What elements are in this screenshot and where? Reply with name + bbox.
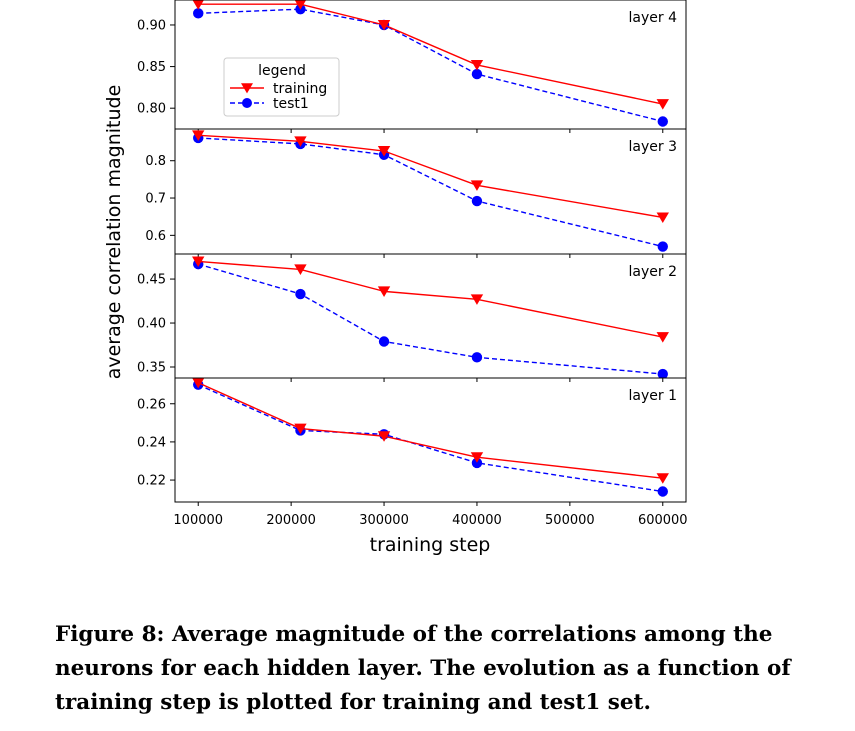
point-training [656, 99, 669, 110]
panel-layer-2: 0.35 0.40 0.45 layer 2 [137, 253, 687, 382]
point-training [470, 59, 484, 71]
point-training [294, 136, 307, 147]
point-test1 [657, 241, 668, 252]
point-training [470, 294, 484, 305]
point-training [192, 256, 205, 268]
point-training [377, 20, 391, 31]
x-axis: 100000 200000 300000 400000 500000 600000 [173, 513, 687, 528]
point-training [294, 423, 307, 435]
point-training [377, 146, 391, 157]
point-training [470, 452, 484, 463]
point-training [377, 286, 391, 297]
point-training [294, 264, 307, 275]
plot-area [192, 0, 669, 127]
point-test1 [193, 8, 204, 19]
point-test1 [471, 68, 483, 80]
plot-area [192, 256, 669, 378]
y-tick-label: 0.35 [137, 361, 166, 376]
legend-marker-training [241, 83, 253, 94]
x-tick-label: 500000 [545, 513, 595, 528]
plot-area [192, 378, 669, 497]
legend-box [223, 57, 340, 117]
point-training [192, 378, 205, 389]
x-axis-title: training step [370, 534, 491, 556]
panel-frame [174, 253, 687, 379]
series-line-training [197, 382, 663, 479]
legend-marker-test1 [242, 98, 252, 108]
x-tick-label: 600000 [638, 513, 688, 528]
point-test1 [295, 288, 306, 300]
y-tick-label: 0.7 [145, 192, 166, 207]
legend-label-training: training [273, 81, 327, 97]
y-tick-label: 0.85 [137, 60, 166, 75]
point-training [656, 212, 669, 224]
y-tick-label: 0.22 [137, 474, 166, 489]
panel-layer-3: 0.6 0.7 0.8 layer 3 [145, 128, 687, 258]
point-training [656, 473, 669, 484]
plot-area [192, 130, 669, 252]
panel-frame [174, 377, 687, 503]
series-line-test1 [198, 137, 663, 248]
point-training [192, 130, 205, 141]
series-line-test1 [198, 263, 663, 375]
panel-label: layer 3 [629, 139, 677, 155]
series-line-training [198, 260, 663, 338]
point-training [656, 332, 669, 343]
point-training [470, 180, 484, 191]
point-test1 [471, 457, 483, 469]
x-tick-label: 400000 [452, 513, 502, 528]
series-line-test1 [197, 384, 663, 493]
x-tick-label: 200000 [266, 513, 316, 528]
legend-title: legend [258, 63, 306, 79]
point-test1 [657, 368, 668, 378]
y-tick-label: 0.24 [137, 435, 166, 450]
point-training [377, 431, 391, 442]
series-line-training [198, 134, 663, 219]
point-test1 [378, 336, 390, 347]
panel-label: layer 1 [629, 388, 677, 404]
panel-frame [174, 128, 687, 255]
point-test1 [657, 486, 668, 497]
panel-layer-4: 0.80 0.85 0.90 layer 4 [137, 0, 687, 133]
y-tick-label: 0.40 [137, 317, 166, 332]
panel-layer-1: 0.22 0.24 0.26 layer 1 [137, 377, 687, 506]
panel-label: layer 2 [629, 264, 677, 280]
point-test1 [657, 116, 668, 127]
point-training [192, 0, 204, 10]
panel-label: layer 4 [629, 10, 678, 26]
y-tick-label: 0.80 [137, 102, 166, 117]
legend-label-test1: test1 [273, 96, 309, 112]
y-tick-label: 0.45 [137, 273, 166, 288]
y-axis-title: average correlation magnitude [103, 85, 125, 380]
y-tick-label: 0.8 [145, 154, 166, 169]
point-training [294, 0, 307, 10]
y-tick-label: 0.6 [145, 229, 166, 244]
y-tick-label: 0.90 [137, 18, 166, 33]
point-test1 [471, 352, 483, 363]
x-tick-label: 100000 [173, 513, 223, 528]
x-tick-label: 300000 [359, 513, 409, 528]
figure-caption: Figure 8: Average magnitude of the corre… [55, 622, 791, 715]
point-test1 [471, 195, 483, 207]
y-tick-label: 0.26 [137, 397, 166, 412]
